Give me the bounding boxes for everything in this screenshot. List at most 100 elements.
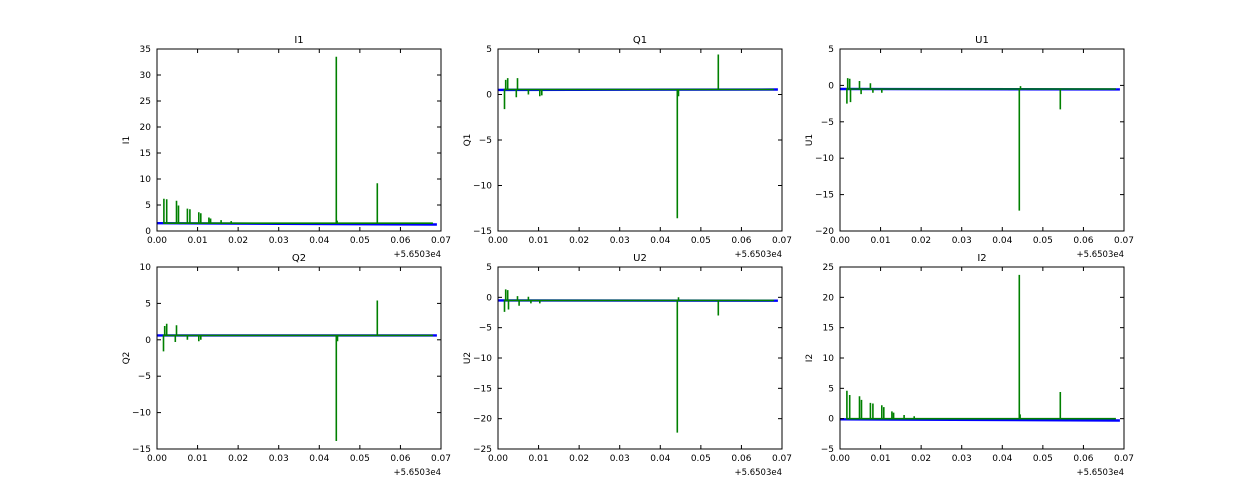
y-tick-label: −5 bbox=[821, 118, 834, 128]
y-tick-label: 15 bbox=[140, 149, 151, 159]
x-tick-label: 0.03 bbox=[610, 454, 630, 464]
x-tick-label: 0.02 bbox=[228, 236, 248, 246]
y-tick-label: 15 bbox=[823, 324, 834, 334]
series-green-line bbox=[503, 54, 774, 219]
y-tick-label: −5 bbox=[821, 445, 834, 455]
y-axis-label: U1 bbox=[805, 134, 815, 146]
y-tick-label: 5 bbox=[486, 263, 492, 273]
y-tick-label: 35 bbox=[140, 45, 151, 55]
y-tick-label: 0 bbox=[145, 227, 151, 237]
x-tick-label: 0.04 bbox=[992, 236, 1012, 246]
subplot-title: I1 bbox=[294, 35, 303, 46]
y-tick-label: 0 bbox=[486, 91, 492, 101]
x-offset-label: +5.6503e4 bbox=[734, 468, 782, 478]
y-tick-label: −25 bbox=[473, 445, 492, 455]
series-green-line bbox=[163, 56, 433, 224]
x-tick-label: 0.07 bbox=[431, 454, 451, 464]
y-tick-label: 0 bbox=[828, 415, 834, 425]
x-tick-label: 0.00 bbox=[147, 236, 167, 246]
x-tick-label: 0.06 bbox=[731, 454, 751, 464]
plot-area bbox=[157, 300, 437, 441]
x-tick-label: 0.05 bbox=[350, 454, 370, 464]
plot-area bbox=[498, 289, 778, 433]
x-tick-label: 0.02 bbox=[228, 454, 248, 464]
subplot-title: I2 bbox=[977, 253, 986, 264]
x-tick-label: 0.00 bbox=[488, 236, 508, 246]
y-tick-label: 10 bbox=[140, 175, 152, 185]
x-tick-label: 0.05 bbox=[691, 454, 711, 464]
y-tick-label: 10 bbox=[823, 354, 835, 364]
x-tick-label: 0.03 bbox=[269, 236, 289, 246]
y-axis-label: I2 bbox=[805, 354, 815, 362]
x-tick-label: 0.02 bbox=[569, 454, 589, 464]
x-tick-label: 0.00 bbox=[830, 236, 850, 246]
x-offset-label: +5.6503e4 bbox=[1076, 250, 1124, 260]
subplot-u1: 0.00 0.01 0.02 0.03 0.04 0.05 0.06 0.07 −20 −15 −1… bbox=[805, 35, 1134, 260]
x-tick-label: 0.05 bbox=[350, 236, 370, 246]
y-tick-label: 25 bbox=[140, 97, 151, 107]
x-tick-label: 0.05 bbox=[691, 236, 711, 246]
y-axis-label: Q2 bbox=[122, 352, 132, 365]
y-axis-label: I1 bbox=[122, 136, 132, 144]
x-tick-label: 0.04 bbox=[309, 236, 329, 246]
subplot-i2: 0.00 0.01 0.02 0.03 0.04 0.05 0.06 0.07 −5 0 5 10 15… bbox=[805, 253, 1134, 478]
axes-frame bbox=[156, 48, 442, 232]
axes-frame bbox=[497, 266, 783, 450]
x-tick-label: 0.06 bbox=[390, 236, 410, 246]
y-tick-label: −10 bbox=[473, 354, 492, 364]
y-tick-label: 25 bbox=[823, 263, 834, 273]
subplot-u2: 0.00 0.01 0.02 0.03 0.04 0.05 0.06 0.07 −25 −20 −1… bbox=[463, 253, 792, 478]
x-tick-label: 0.01 bbox=[871, 454, 891, 464]
y-tick-label: −20 bbox=[473, 415, 492, 425]
y-tick-label: 20 bbox=[140, 123, 152, 133]
axes-frame bbox=[156, 266, 442, 450]
x-tick-label: 0.06 bbox=[731, 236, 751, 246]
plot-area bbox=[498, 54, 778, 219]
y-tick-label: −20 bbox=[815, 227, 834, 237]
x-tick-label: 0.00 bbox=[488, 454, 508, 464]
x-tick-label: 0.03 bbox=[269, 454, 289, 464]
y-tick-label: −15 bbox=[815, 191, 834, 201]
x-tick-label: 0.03 bbox=[610, 236, 630, 246]
plot-area bbox=[840, 78, 1120, 211]
y-tick-label: 5 bbox=[145, 201, 151, 211]
y-tick-label: −15 bbox=[473, 227, 492, 237]
x-tick-label: 0.04 bbox=[992, 454, 1012, 464]
x-tick-label: 0.07 bbox=[431, 236, 451, 246]
y-tick-label: 5 bbox=[828, 384, 834, 394]
x-tick-label: 0.07 bbox=[772, 236, 792, 246]
x-tick-label: 0.01 bbox=[871, 236, 891, 246]
y-tick-label: 0 bbox=[828, 81, 834, 91]
x-tick-label: 0.03 bbox=[952, 454, 972, 464]
x-tick-label: 0.04 bbox=[650, 454, 670, 464]
y-tick-label: −10 bbox=[815, 154, 834, 164]
y-tick-label: −10 bbox=[473, 182, 492, 192]
axes-frame bbox=[839, 266, 1125, 450]
x-tick-label: 0.01 bbox=[188, 454, 208, 464]
subplot-q1: 0.00 0.01 0.02 0.03 0.04 0.05 0.06 0.07 −15 −10 −5… bbox=[463, 35, 792, 260]
y-tick-label: −15 bbox=[132, 445, 151, 455]
subplot-q2: 0.00 0.01 0.02 0.03 0.04 0.05 0.06 0.07 −15 −10 −5… bbox=[122, 253, 451, 478]
series-green-line bbox=[162, 300, 433, 441]
y-tick-label: 20 bbox=[823, 293, 835, 303]
y-tick-label: −10 bbox=[132, 409, 151, 419]
x-tick-label: 0.01 bbox=[529, 454, 549, 464]
x-tick-label: 0.06 bbox=[1073, 454, 1093, 464]
x-tick-label: 0.01 bbox=[188, 236, 208, 246]
plot-area bbox=[157, 56, 437, 226]
y-axis-label: Q1 bbox=[463, 134, 473, 147]
x-tick-label: 0.05 bbox=[1033, 454, 1053, 464]
subplot-title: Q2 bbox=[292, 253, 306, 264]
x-offset-label: +5.6503e4 bbox=[393, 250, 441, 260]
axes-frame bbox=[839, 48, 1125, 232]
series-green-line bbox=[846, 274, 1116, 420]
axes-frame bbox=[497, 48, 783, 232]
y-tick-label: −5 bbox=[479, 324, 492, 334]
y-tick-label: −15 bbox=[473, 384, 492, 394]
x-tick-label: 0.07 bbox=[772, 454, 792, 464]
y-tick-label: 10 bbox=[140, 263, 152, 273]
y-tick-label: 5 bbox=[828, 45, 834, 55]
x-tick-label: 0.06 bbox=[1073, 236, 1093, 246]
x-tick-label: 0.06 bbox=[390, 454, 410, 464]
